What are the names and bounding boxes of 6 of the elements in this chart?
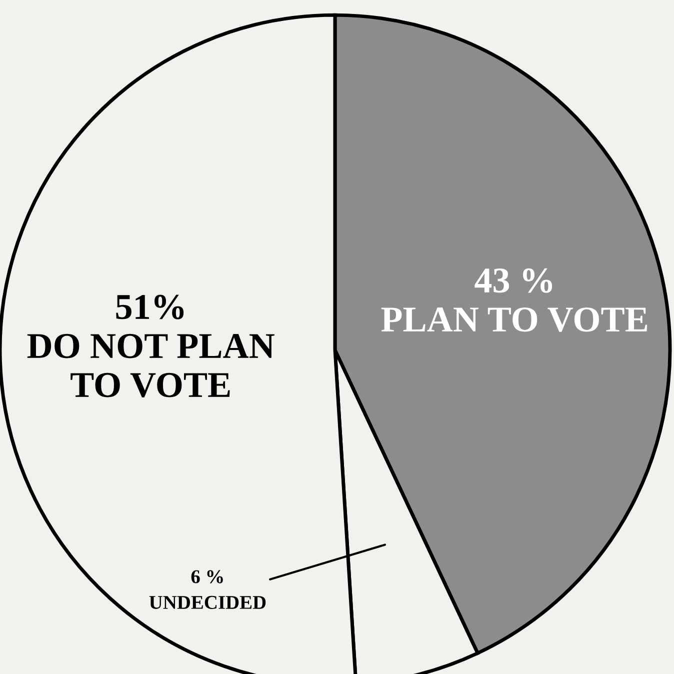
- data-label: 6 %: [191, 570, 223, 584]
- slice-label: UNDECIDED: [149, 596, 266, 609]
- data-label: 51%: [116, 294, 184, 320]
- slice-label: DO NOT PLAN TO VOTE: [27, 334, 274, 398]
- data-label: 43 %: [474, 268, 552, 293]
- slice-label: PLAN TO VOTE: [381, 307, 648, 332]
